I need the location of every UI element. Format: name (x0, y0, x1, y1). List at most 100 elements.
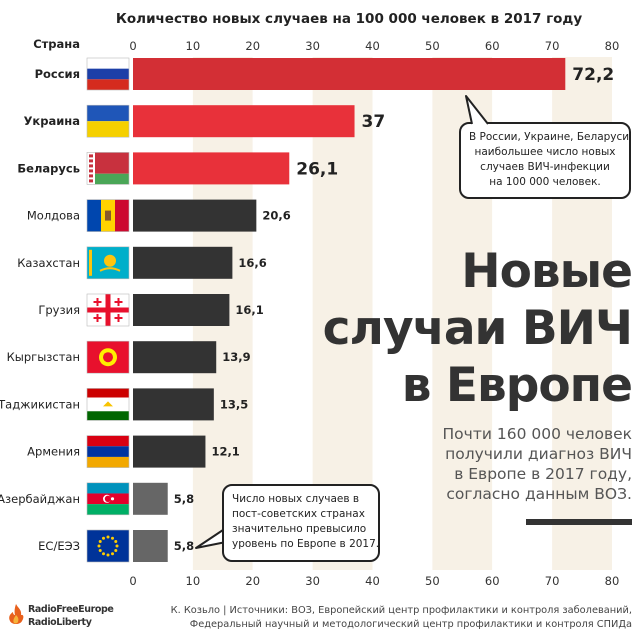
headline-line: в Европе (401, 358, 633, 413)
callout-line: наибольшее число новых (474, 146, 616, 158)
star (98, 540, 102, 543)
flag-part (87, 446, 129, 457)
ornament (89, 174, 93, 178)
flag-part (87, 530, 129, 562)
flag-border (86, 435, 130, 468)
russia-flag (86, 57, 130, 91)
flag-border (86, 199, 130, 232)
value-label: 72,2 (572, 65, 614, 85)
value-label: 13,5 (220, 397, 248, 411)
category-label: Беларусь (17, 161, 80, 175)
value-label: 12,1 (211, 445, 239, 459)
small-cross (93, 317, 102, 319)
star (106, 553, 110, 557)
logo-line: RadioLiberty (28, 617, 92, 628)
flag-part (87, 79, 129, 90)
bar-row: Молдова 20,6 (27, 199, 291, 232)
category-label: Молдова (27, 209, 80, 223)
category-label: Азербайджан (0, 492, 80, 506)
callout-line: Число новых случаев в (232, 493, 360, 505)
chart-title: Количество новых случаев на 100 000 чело… (116, 11, 582, 27)
headline: Новые случаи ВИЧ в Европе (302, 243, 633, 414)
logo-line: RadioFreeEurope (28, 604, 114, 615)
small-cross (114, 317, 123, 319)
flag-part (87, 456, 129, 468)
flag-part (87, 152, 129, 174)
belarus-flag (86, 152, 130, 185)
coat-of-arms (105, 210, 111, 221)
flag-part (87, 504, 129, 515)
flag-part (87, 152, 95, 185)
source-line: К. Козьло | Источники: ВОЗ, Европейский … (170, 605, 632, 616)
flag-border (86, 152, 130, 185)
subtitle: Почти 160 000 человек получили диагноз В… (372, 424, 632, 504)
crown (103, 401, 113, 407)
armenia-flag (86, 435, 130, 468)
flame-icon (9, 604, 24, 624)
value-label: 5,8 (174, 539, 194, 553)
x-tick-label: 60 (485, 39, 500, 53)
callout-line: пост-советских странах (232, 508, 365, 520)
sun (104, 254, 116, 267)
star (102, 552, 105, 556)
kazakhstan-flag (86, 246, 130, 280)
x-tick-label: 30 (305, 39, 320, 53)
value-label: 5,8 (174, 492, 194, 506)
value-label: 20,6 (262, 209, 290, 223)
bar (133, 435, 206, 468)
star (97, 544, 101, 548)
source-line: Федеральный научный и методологический ц… (189, 619, 632, 630)
ukraine-flag (86, 104, 130, 138)
ornament (89, 154, 93, 158)
bar-row: Армения 12,1 (27, 435, 240, 468)
category-label: Грузия (38, 303, 80, 317)
headline-line: Новые (461, 244, 633, 299)
category-label: Украина (24, 114, 80, 128)
flag-part (87, 121, 129, 138)
category-label: Кыргызстан (7, 350, 80, 364)
flag-part (87, 482, 129, 494)
ornament (89, 164, 93, 168)
callout-line: В России, Украине, Беларуси (469, 131, 630, 143)
x-tick-label: 40 (365, 574, 380, 588)
value-label: 26,1 (296, 159, 338, 179)
moldova-flag (86, 199, 130, 232)
flag-border (86, 340, 130, 374)
flag-part (87, 58, 129, 69)
value-label: 13,9 (222, 350, 250, 364)
logo-text: RadioFreeEurope RadioLiberty (28, 603, 114, 629)
star (114, 549, 118, 552)
bar (133, 341, 217, 374)
value-label: 16,6 (238, 256, 266, 270)
star (115, 544, 119, 548)
star (111, 552, 114, 556)
x-tick-label: 20 (245, 574, 260, 588)
x-tick-label: 10 (186, 574, 201, 588)
x-tick-label: 80 (605, 574, 620, 588)
bar-row: Азербайджан 5,8 (0, 482, 194, 516)
category-label: Казахстан (17, 256, 80, 270)
flag-part (87, 105, 129, 122)
x-tick-label: 30 (305, 574, 320, 588)
bar-row: Таджикистан 13,5 (0, 388, 248, 421)
callout-line: значительно превысило (232, 523, 367, 535)
tunduk (103, 352, 113, 363)
category-label: Армения (27, 445, 80, 459)
rferl-logo[interactable]: RadioFreeEurope RadioLiberty (6, 601, 136, 633)
star (98, 549, 102, 552)
x-tick-label: 80 (605, 39, 620, 53)
ornament (89, 249, 92, 276)
flag-border (86, 104, 130, 138)
flag-part (87, 388, 129, 398)
star (106, 535, 110, 539)
flag-part (87, 68, 129, 80)
bar-row: ЕС/ЕЭЗ 5,8 (38, 529, 194, 563)
subtitle-line: согласно данным ВОЗ. (446, 485, 632, 503)
small-cross (93, 301, 102, 303)
bar (133, 294, 230, 326)
flag-border (86, 388, 130, 421)
x-tick-label: 20 (245, 39, 260, 53)
callout-bottom: Число новых случаев в пост-советских стр… (222, 484, 380, 562)
grid-band (372, 57, 433, 570)
